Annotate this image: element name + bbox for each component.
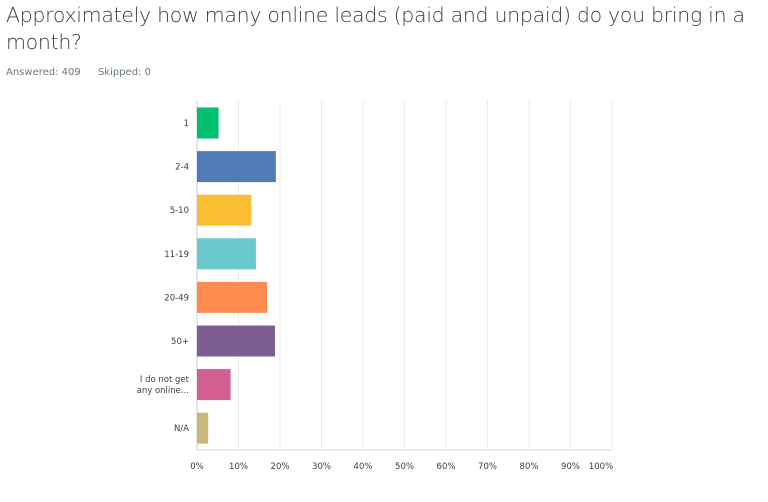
category-label: 2-4 xyxy=(175,163,189,173)
answered-count: Answered: 409 xyxy=(6,67,81,78)
question-title: Approximately how many online leads (pai… xyxy=(6,3,745,54)
bar-7 xyxy=(197,412,209,444)
skipped-count: Skipped: 0 xyxy=(97,67,151,78)
bar-4 xyxy=(197,281,268,313)
x-tick-label: 80% xyxy=(520,462,539,472)
x-tick-label: 60% xyxy=(437,462,456,472)
x-tick-label: 10% xyxy=(229,462,248,472)
bar-2 xyxy=(197,194,252,226)
category-label: 5-10 xyxy=(170,206,189,216)
x-tick-label: 20% xyxy=(271,462,290,472)
category-label: 11-19 xyxy=(164,250,189,260)
category-label: I do not get any online... xyxy=(137,375,190,396)
bar-6 xyxy=(197,369,231,401)
x-tick-label: 90% xyxy=(561,462,580,472)
x-tick-label: 30% xyxy=(312,462,331,472)
x-tick-label: 0% xyxy=(190,462,204,472)
category-label: 20-49 xyxy=(164,293,189,303)
response-stats: Answered: 409 Skipped: 0 xyxy=(6,67,165,78)
bar-3 xyxy=(197,238,256,270)
bar-0 xyxy=(197,107,219,139)
bar-1 xyxy=(197,151,276,183)
x-tick-label: 70% xyxy=(478,462,497,472)
x-tick-label: 50% xyxy=(395,462,414,472)
bar-5 xyxy=(197,325,276,357)
x-tick-label: 100% xyxy=(589,462,613,472)
category-label: 50+ xyxy=(171,337,189,347)
category-label: N/A xyxy=(174,424,189,434)
category-label: 1 xyxy=(184,119,189,129)
x-tick-label: 40% xyxy=(354,462,373,472)
